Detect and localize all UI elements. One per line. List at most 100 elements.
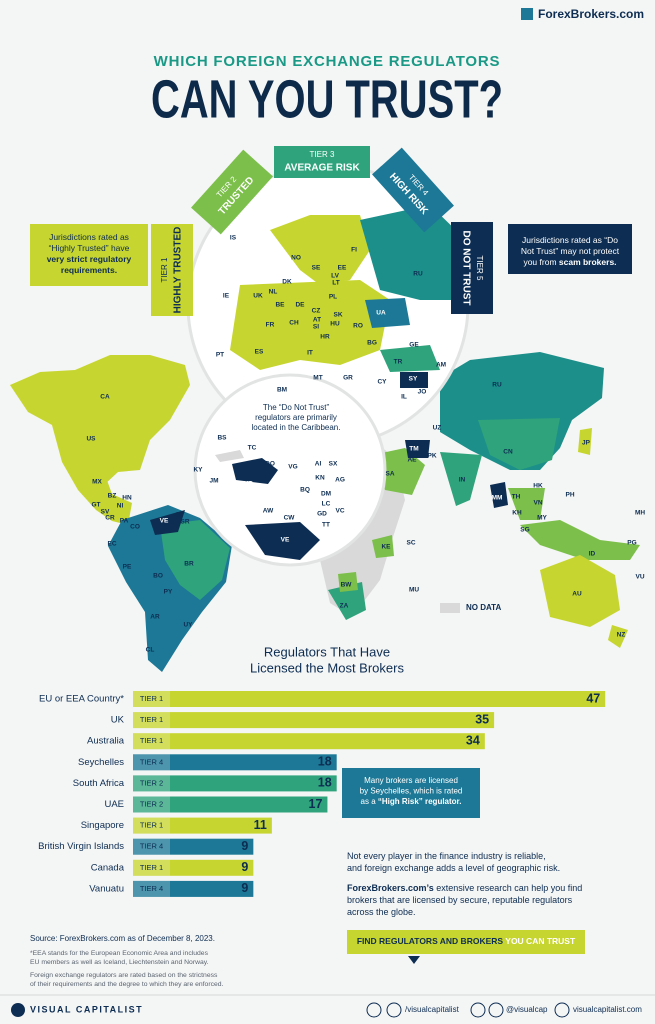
bar xyxy=(133,817,272,834)
country-code: CA xyxy=(100,394,110,401)
value-label: 9 xyxy=(241,839,248,853)
country-code: PE xyxy=(123,564,132,571)
tier-tag-label: TIER 2 xyxy=(140,778,163,787)
country-code: HK xyxy=(533,483,543,490)
chart-title: Licensed the Most Brokers xyxy=(250,660,404,675)
country-code: BQ xyxy=(300,487,310,494)
text-line: Not Trust” may not protect xyxy=(521,246,620,256)
country-code: DE xyxy=(295,302,305,309)
country-code: KY xyxy=(193,467,203,474)
country-code: AU xyxy=(572,591,582,598)
bar xyxy=(133,691,606,707)
text-segment: very strict regulatory xyxy=(47,254,132,264)
myanmar xyxy=(490,482,508,508)
country-code: VE xyxy=(281,537,290,544)
venezuela-inset xyxy=(245,522,320,560)
title: CAN YOU TRUST? xyxy=(151,69,503,129)
country-code: PL xyxy=(329,294,337,301)
text-segment: regulators are primarily xyxy=(255,413,337,422)
country-code: AG xyxy=(335,477,345,484)
text-segment: *EEA stands for the European Economic Ar… xyxy=(30,950,209,957)
country-code: BO xyxy=(153,573,163,580)
country-code: HN xyxy=(122,495,132,502)
country-code: MU xyxy=(409,587,419,594)
category-label: UK xyxy=(111,715,125,726)
tier-box xyxy=(451,222,493,314)
country-code: TT xyxy=(322,522,330,529)
botswana xyxy=(338,572,358,592)
no-data-swatch xyxy=(440,603,460,613)
country-code: LC xyxy=(322,501,331,508)
category-label: British Virgin Islands xyxy=(38,841,124,852)
country-code: NO xyxy=(291,255,301,262)
country-code: KH xyxy=(512,510,522,517)
country-code: TC xyxy=(248,445,257,452)
icon xyxy=(470,1002,486,1018)
text-line: brokers that are licensed by secure, rep… xyxy=(347,895,573,905)
bar xyxy=(133,796,328,813)
bar xyxy=(133,880,254,897)
country-code: CZ xyxy=(312,308,321,315)
country-code: VG xyxy=(288,464,297,471)
country-code: TM xyxy=(409,446,418,453)
category-label: UAE xyxy=(104,799,124,810)
value-label: 47 xyxy=(586,691,600,705)
tier-badge: TIER 5 DO NOT TRUST xyxy=(451,222,493,314)
country-code: UZ xyxy=(433,425,442,432)
vc-logo xyxy=(11,1003,25,1017)
value-label: 9 xyxy=(241,860,248,874)
country-code: HT xyxy=(244,481,253,488)
country-code: AM xyxy=(436,362,446,369)
tier-number: TIER 3 xyxy=(310,150,335,159)
country-code: PT xyxy=(216,352,224,359)
text-segment: “Highly Trusted” have xyxy=(49,243,130,253)
text-segment: extensive research can help you find xyxy=(434,883,583,893)
category-label: South Africa xyxy=(73,778,125,789)
country-code: MT xyxy=(313,375,322,382)
tier-tag-label: TIER 1 xyxy=(140,821,163,830)
tier-box xyxy=(151,224,193,316)
value-label: 11 xyxy=(254,818,267,832)
caribbean-inset xyxy=(193,373,387,567)
cta-button[interactable] xyxy=(347,930,585,954)
brand-logo xyxy=(521,8,533,20)
europe-map xyxy=(230,205,466,388)
tier-badge: TIER 1 HIGHLY TRUSTED xyxy=(151,224,193,316)
tier-tag xyxy=(133,712,170,729)
country-code: BZ xyxy=(108,493,117,500)
footer-site: visualcapitalist.com xyxy=(573,1005,642,1014)
cta-highlight: YOU CAN TRUST xyxy=(505,936,576,946)
country-code: CW xyxy=(284,515,296,522)
text-segment: as a xyxy=(361,797,378,806)
text-line: Jurisdictions rated as “Do xyxy=(522,235,618,245)
category-label: Singapore xyxy=(81,820,124,831)
country-code: PG xyxy=(627,540,636,547)
country-code: BG xyxy=(367,340,377,347)
country-code: CY xyxy=(377,379,387,386)
scandinavia xyxy=(270,215,370,285)
brazil xyxy=(160,520,230,600)
syria xyxy=(400,372,428,388)
country-code: CL xyxy=(146,647,155,654)
tier-tag xyxy=(133,838,170,855)
central-america xyxy=(62,462,132,525)
bar xyxy=(133,733,485,750)
text-segment: by Seychelles, which is rated xyxy=(360,787,463,796)
tier-tag-label: TIER 1 xyxy=(140,863,163,872)
text-segment: EU members as well as Iceland, Liechtens… xyxy=(30,959,209,966)
cta-part: FIND REGULATORS AND BROKERS xyxy=(357,936,505,946)
country-code: EE xyxy=(338,265,347,272)
country-code: IS xyxy=(230,235,237,242)
country-code: HR xyxy=(320,334,330,341)
no-data-label: NO DATA xyxy=(466,603,501,612)
country-code: IN xyxy=(459,477,466,484)
country-code: GD xyxy=(317,511,327,518)
tier-box xyxy=(274,146,370,178)
cta-text: FIND REGULATORS AND BROKERS YOU CAN TRUS… xyxy=(357,936,576,946)
country-code: RU xyxy=(413,271,423,278)
country-code: VC xyxy=(335,508,344,515)
text-line: by Seychelles, which is rated xyxy=(360,787,463,796)
asia xyxy=(440,352,604,470)
country-code: UY xyxy=(183,622,193,629)
icon xyxy=(386,1002,402,1018)
